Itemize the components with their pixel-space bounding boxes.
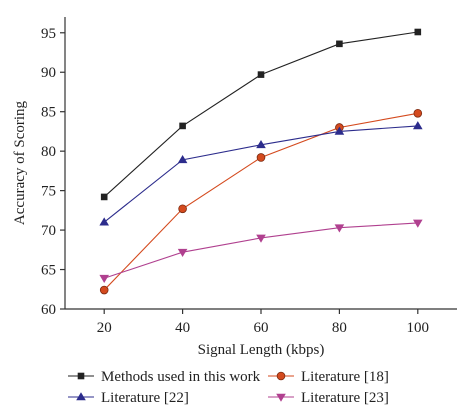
data-point bbox=[257, 71, 265, 78]
series-1 bbox=[100, 28, 422, 201]
legend-marker bbox=[276, 371, 286, 381]
data-point bbox=[178, 204, 187, 214]
series-2 bbox=[99, 108, 423, 295]
legend-label: Methods used in this work bbox=[101, 369, 261, 385]
x-tick-label: 60 bbox=[254, 320, 269, 336]
data-point bbox=[336, 40, 343, 48]
legend-item: Methods used in this work bbox=[68, 369, 261, 385]
series-3 bbox=[99, 121, 423, 226]
x-tick-label: 40 bbox=[175, 320, 190, 336]
data-point bbox=[177, 248, 188, 257]
legend-marker bbox=[76, 392, 86, 401]
data-point bbox=[177, 155, 188, 164]
legend-marker bbox=[77, 372, 85, 380]
data-point bbox=[334, 126, 345, 135]
legend-label: Literature [22] bbox=[101, 390, 189, 406]
legend-label: Literature [18] bbox=[301, 369, 389, 385]
data-point bbox=[334, 224, 345, 233]
x-tick-label: 80 bbox=[332, 320, 347, 336]
data-point bbox=[414, 28, 422, 36]
data-point bbox=[256, 140, 266, 149]
legend-item: Literature [22] bbox=[68, 390, 189, 406]
data-point bbox=[99, 274, 109, 284]
legend-marker bbox=[276, 393, 286, 402]
data-point bbox=[413, 121, 423, 130]
y-tick-label: 70 bbox=[41, 223, 56, 239]
data-point bbox=[256, 153, 266, 162]
series-line bbox=[103, 31, 418, 198]
series-line bbox=[103, 112, 418, 291]
legend-item: Literature [23] bbox=[268, 390, 389, 406]
series-layer bbox=[99, 28, 423, 295]
y-tick-label: 65 bbox=[41, 263, 56, 279]
y-tick-label: 75 bbox=[41, 184, 56, 200]
x-axis-title: Signal Length (kbps) bbox=[198, 342, 325, 358]
y-tick-label: 80 bbox=[41, 144, 56, 160]
y-axis-title: Accuracy of Scoring bbox=[12, 100, 28, 225]
legend: Methods used in this work Literature [18]… bbox=[68, 369, 389, 406]
axes: 60 65 70 75 80 85 90 95 20 40 60 80 100 bbox=[41, 17, 457, 336]
y-tick-label: 60 bbox=[41, 302, 56, 318]
data-point bbox=[99, 285, 109, 295]
data-point bbox=[100, 193, 108, 201]
data-point bbox=[413, 219, 423, 228]
legend-item: Literature [18] bbox=[268, 369, 389, 385]
y-tick-label: 95 bbox=[41, 26, 56, 42]
y-tick-label: 90 bbox=[41, 65, 56, 81]
y-tick-label: 85 bbox=[41, 105, 56, 121]
data-point bbox=[99, 217, 109, 226]
series-4 bbox=[99, 219, 423, 284]
data-point bbox=[256, 234, 266, 243]
data-point bbox=[179, 122, 186, 130]
series-line bbox=[104, 222, 418, 279]
data-point bbox=[413, 108, 423, 118]
legend-label: Literature [23] bbox=[301, 390, 389, 406]
x-tick-label: 20 bbox=[97, 320, 112, 336]
x-tick-label: 100 bbox=[407, 320, 430, 336]
